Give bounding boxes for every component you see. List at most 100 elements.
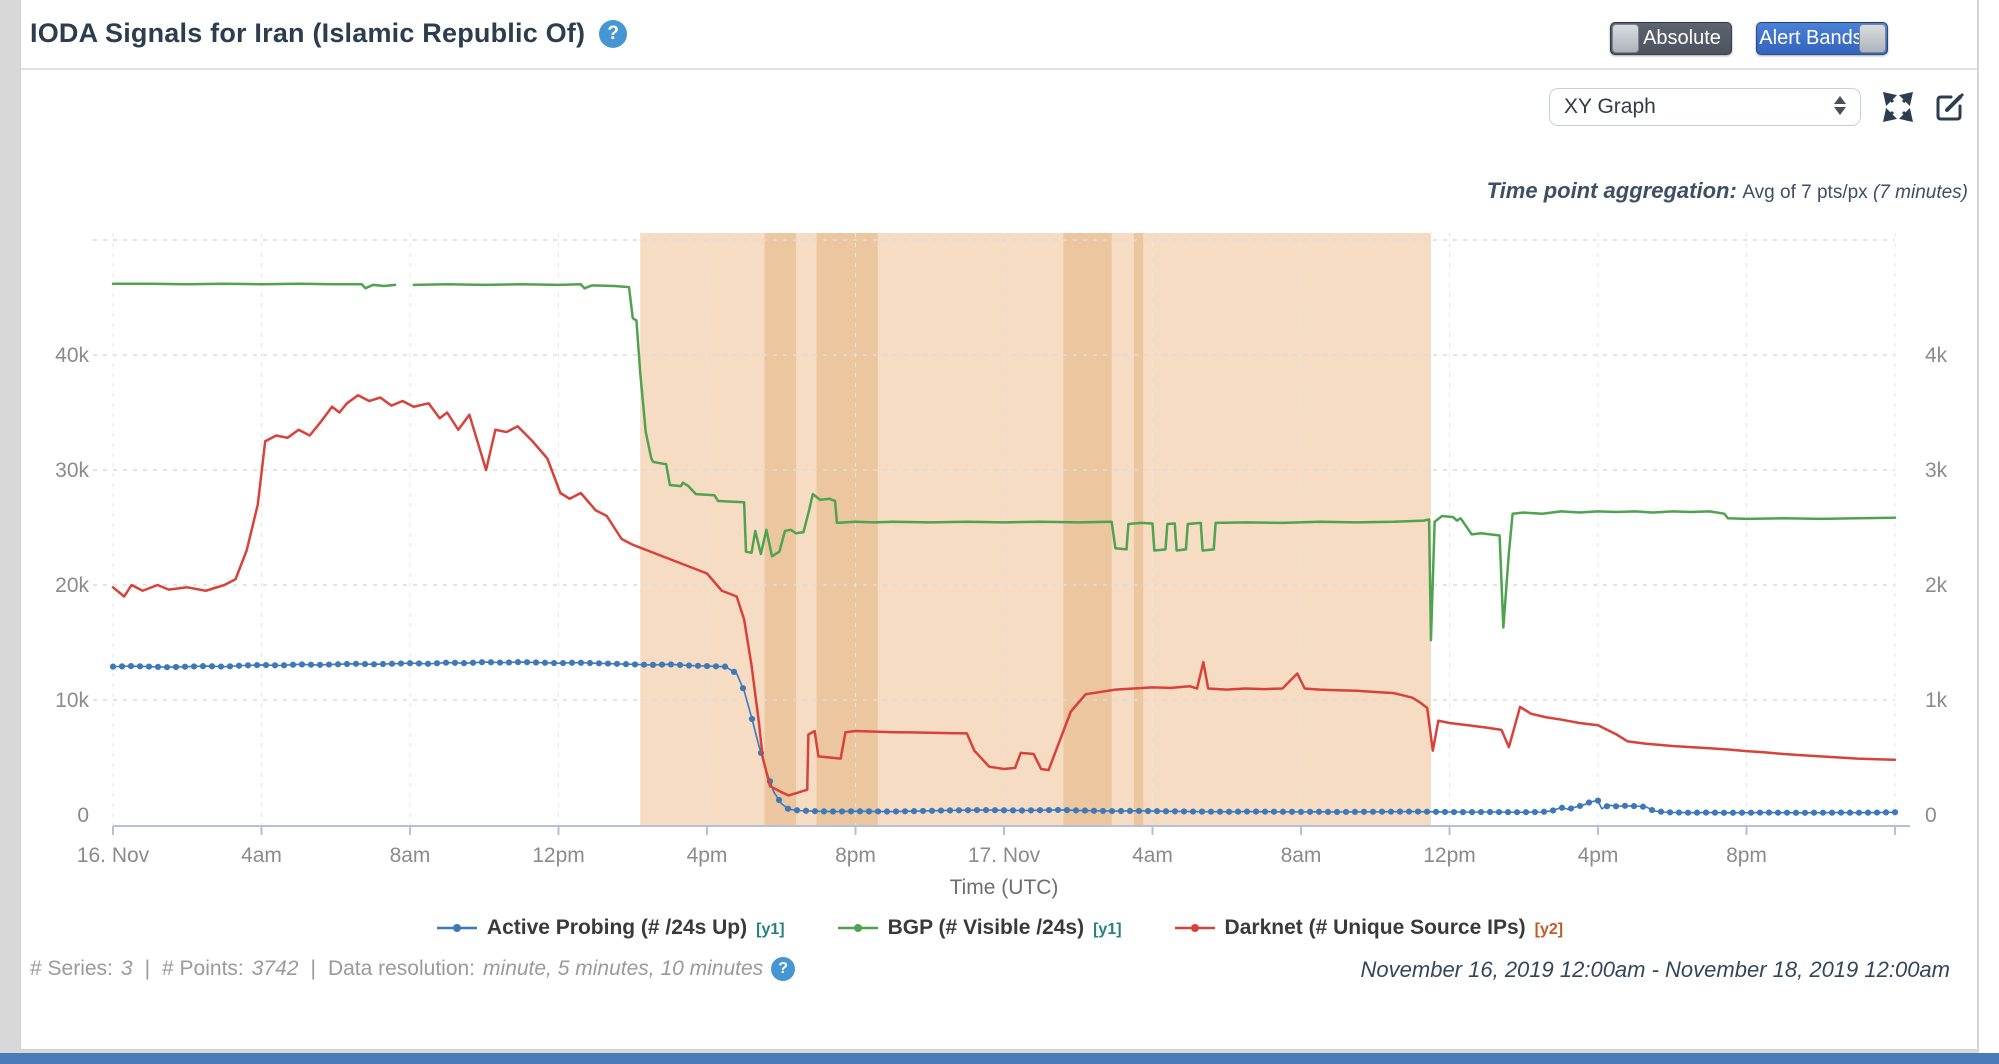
series-dot	[1432, 808, 1440, 815]
edit-icon[interactable]	[1935, 92, 1965, 122]
alert-band	[640, 233, 1431, 826]
series-dot	[901, 808, 909, 815]
series-dot	[1486, 808, 1494, 816]
series-dot	[1729, 809, 1737, 816]
series-dot	[928, 807, 936, 814]
series-dot	[1540, 808, 1548, 815]
series-dot	[838, 808, 846, 815]
series-dot	[478, 659, 486, 666]
series-dot	[1837, 809, 1845, 816]
resolution-help-icon[interactable]: ?	[771, 957, 796, 981]
series-dot	[1882, 809, 1890, 816]
aggregation-label: Time point aggregation:	[1486, 178, 1737, 203]
series-dot	[1756, 809, 1764, 816]
series-dot	[793, 807, 801, 814]
series-dot	[1621, 802, 1629, 809]
series-count-value: 3	[120, 957, 133, 980]
series-dot	[919, 807, 927, 815]
series-dot	[1198, 808, 1206, 815]
title-help-icon[interactable]: ?	[599, 19, 628, 48]
series-dot	[1180, 808, 1188, 815]
series-dot	[1423, 808, 1431, 815]
expand-icon[interactable]	[1883, 92, 1913, 122]
y2-tick-label: 2k	[1925, 574, 1948, 597]
series-dot	[442, 659, 450, 666]
series-dot	[514, 659, 522, 666]
series-dot	[127, 662, 135, 670]
series-dot	[136, 663, 144, 670]
series-dot	[1027, 807, 1035, 814]
series-dot	[1648, 806, 1656, 814]
series-dot	[1279, 808, 1287, 815]
x-tick-label: 4pm	[1578, 844, 1619, 867]
series-dot	[1738, 809, 1746, 816]
graph-type-select[interactable]: XY Graph	[1549, 88, 1861, 126]
series-dot	[1252, 808, 1260, 815]
legend-item: Active Probing (# /24s Up) [y1]	[436, 916, 785, 940]
series-dot	[892, 808, 900, 815]
series-dot	[1576, 802, 1584, 810]
series-dot	[559, 659, 567, 667]
series-dot	[1558, 804, 1566, 811]
alert-bands-toggle-knob[interactable]	[1859, 24, 1886, 53]
series-dot	[1657, 808, 1665, 815]
series-dot	[847, 808, 855, 815]
series-dot	[1108, 807, 1116, 815]
series-dot	[955, 807, 963, 814]
x-tick-label: 4am	[1132, 844, 1173, 867]
legend-item: BGP (# Visible /24s) [y1]	[837, 916, 1122, 940]
series-dot	[1225, 808, 1233, 815]
absolute-toggle[interactable]: Absolute	[1610, 22, 1732, 55]
series-dot	[676, 661, 684, 669]
series-dot	[532, 659, 540, 666]
series-dot	[982, 806, 990, 814]
series-dot	[1522, 809, 1530, 816]
timeseries-chart[interactable]: 16. Nov 4am 8am 12pm 4pm 8pm 17. Nov 4am 8am 12pm…	[0, 0, 1999, 900]
series-dot	[658, 661, 666, 668]
legend-label: Active Probing (# /24s Up)	[486, 916, 748, 939]
series-dot	[973, 807, 981, 814]
series-dot	[1063, 807, 1071, 814]
series-dot	[1666, 809, 1674, 816]
series-dot	[1270, 808, 1278, 815]
series-dot	[1171, 808, 1179, 815]
series-dot	[1783, 809, 1791, 816]
series-dot	[190, 663, 198, 670]
absolute-toggle-knob[interactable]	[1612, 24, 1639, 53]
chart-canvas[interactable]: 16. Nov 4am 8am 12pm 4pm 8pm 17. Nov 4am 8am 12pm…	[0, 0, 1999, 900]
resolution-label: Data resolution:	[327, 957, 476, 980]
series-dot	[667, 661, 675, 668]
series-dot	[1810, 809, 1818, 816]
x-tick-label: 17. Nov	[968, 844, 1041, 867]
series-dot	[1792, 809, 1800, 816]
x-tick-label: 12pm	[1423, 844, 1476, 867]
series-dot	[460, 660, 468, 667]
series-dot	[883, 808, 891, 815]
series-dot	[1495, 808, 1503, 816]
x-tick-label: 8am	[1281, 844, 1322, 867]
series-dot	[433, 660, 441, 667]
legend-axis-tag: [y2]	[1534, 921, 1564, 938]
footer-bar	[0, 1053, 1999, 1064]
x-tick-label: 8am	[390, 844, 431, 867]
y1-tick-label: 0	[77, 804, 89, 827]
series-dot	[523, 659, 531, 666]
series-dot	[640, 661, 648, 668]
series-dot	[1369, 808, 1377, 815]
legend-swatch-icon	[1174, 924, 1215, 932]
series-dot	[1216, 808, 1224, 815]
series-dot	[1531, 809, 1539, 816]
series-dot	[1864, 809, 1872, 816]
series-dot	[1117, 807, 1125, 815]
alert-bands-toggle[interactable]: Alert Bands	[1756, 22, 1888, 55]
title-divider	[21, 68, 1977, 70]
series-dot	[1162, 808, 1170, 815]
series-dot	[1801, 809, 1809, 816]
series-dot	[361, 661, 369, 668]
select-updown-icon	[1834, 96, 1846, 115]
series-dot	[244, 662, 252, 669]
series-dot	[388, 660, 396, 667]
series-dot	[1477, 808, 1485, 816]
alert-bands-toggle-label: Alert Bands	[1759, 27, 1863, 49]
series-dot	[577, 659, 585, 666]
